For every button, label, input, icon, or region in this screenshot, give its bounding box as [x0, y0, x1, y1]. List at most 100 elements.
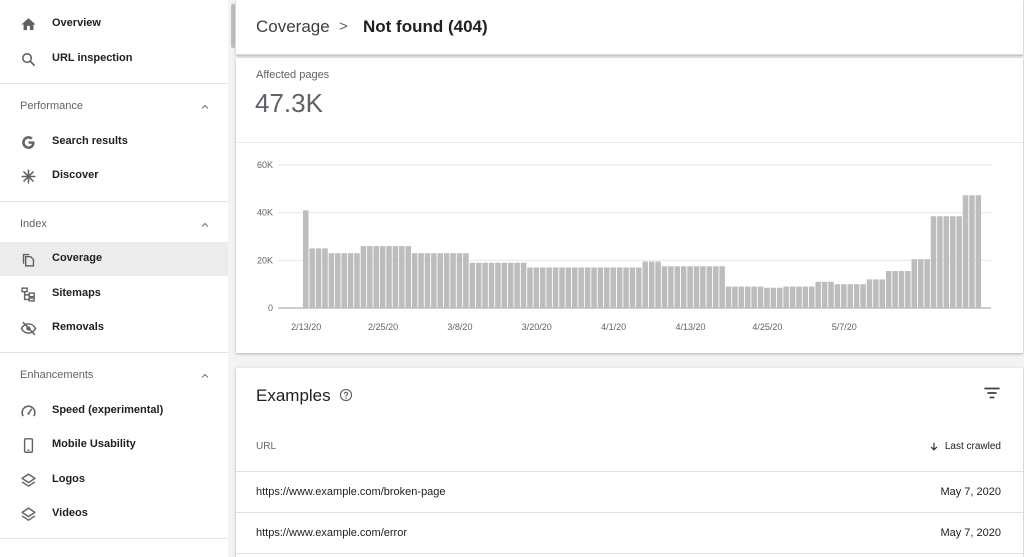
section-enhancements[interactable]: Enhancements	[0, 361, 228, 391]
bar	[879, 279, 886, 308]
asterisk-icon	[20, 168, 37, 185]
x-tick-label: 3/20/20	[522, 322, 552, 332]
bar	[847, 284, 853, 308]
section-index[interactable]: Index	[0, 210, 228, 240]
bar	[777, 287, 783, 308]
sidebar-item-label: Sitemaps	[52, 287, 101, 299]
bar	[815, 281, 821, 308]
bar	[969, 195, 975, 308]
bar	[335, 253, 341, 308]
bar	[597, 267, 604, 308]
bar	[924, 259, 930, 308]
phone-icon	[20, 437, 37, 454]
sidebar-item-logos[interactable]: Logos	[0, 463, 228, 497]
column-header-url[interactable]: URL	[256, 441, 277, 452]
bar	[828, 281, 834, 308]
bar	[475, 262, 482, 308]
sidebar-item-url-inspection[interactable]: URL inspection	[0, 42, 228, 76]
bar	[591, 267, 597, 308]
x-tick-label: 4/1/20	[601, 322, 626, 332]
bar	[533, 267, 540, 308]
affected-pages-label: Affected pages	[256, 69, 330, 81]
sidebar-item-label: Overview	[52, 17, 101, 29]
bar	[975, 195, 982, 308]
bar	[917, 259, 924, 308]
help-icon[interactable]	[339, 388, 353, 402]
bar	[507, 262, 514, 308]
row-divider	[236, 471, 1023, 472]
column-header-last-crawled[interactable]: Last crawled	[929, 441, 1001, 452]
bar	[604, 267, 610, 308]
x-tick-label: 5/7/20	[832, 322, 857, 332]
sidebar-item-label: Logos	[52, 473, 85, 485]
layers-icon	[20, 472, 37, 489]
page-title: Not found (404)	[363, 17, 488, 36]
chevron-up-icon	[201, 373, 209, 378]
sidebar-item-label: Search results	[52, 135, 128, 147]
bar	[738, 286, 745, 308]
section-title: Performance	[20, 100, 83, 112]
row-url: https://www.example.com/broken-page	[256, 486, 446, 498]
sidebar-item-removals[interactable]: Removals	[0, 311, 228, 345]
row-divider	[236, 512, 1023, 513]
sidebar-item-coverage[interactable]: Coverage	[0, 242, 228, 276]
bar	[623, 267, 629, 308]
bar	[322, 248, 328, 308]
sidebar-divider	[0, 83, 228, 84]
bar	[584, 267, 591, 308]
breadcrumb-coverage[interactable]: Coverage	[256, 17, 330, 36]
row-last-crawled: May 7, 2020	[940, 486, 1001, 498]
bar	[367, 246, 373, 308]
bar	[437, 253, 444, 308]
bar	[885, 271, 892, 308]
speedometer-icon	[20, 403, 37, 420]
sidebar-item-speed[interactable]: Speed (experimental)	[0, 394, 228, 428]
chart-divider	[236, 142, 1023, 143]
section-performance[interactable]: Performance	[0, 92, 228, 122]
sidebar-item-sitemaps[interactable]: Sitemaps	[0, 277, 228, 311]
sidebar-item-overview[interactable]: Overview	[0, 7, 228, 41]
bar	[424, 253, 431, 308]
sidebar-item-mobile-usability[interactable]: Mobile Usability	[0, 428, 228, 462]
row-url: https://www.example.com/error	[256, 527, 407, 539]
bar	[706, 266, 713, 308]
bar	[962, 195, 969, 308]
table-row[interactable]: https://www.example.com/broken-page May …	[236, 472, 1023, 512]
bar	[674, 266, 681, 308]
bar	[565, 267, 572, 308]
sidebar-item-search-results[interactable]: Search results	[0, 125, 228, 159]
bar	[693, 266, 700, 308]
sidebar-divider	[0, 201, 228, 202]
bar	[610, 267, 616, 308]
bar	[456, 253, 463, 308]
bar	[431, 253, 437, 308]
bar	[578, 267, 584, 308]
bar	[860, 284, 866, 308]
bar	[572, 267, 578, 308]
filter-icon[interactable]	[983, 384, 1001, 402]
sidebar-item-label: Videos	[52, 507, 88, 519]
sidebar-item-videos[interactable]: Videos	[0, 497, 228, 531]
bar	[341, 253, 347, 308]
sidebar-item-label: Mobile Usability	[52, 438, 136, 450]
bar	[700, 266, 706, 308]
y-tick-label: 0	[268, 303, 273, 313]
bar	[764, 287, 770, 308]
layers-icon	[20, 506, 37, 523]
bar	[392, 246, 399, 308]
bar	[616, 267, 623, 308]
bar	[930, 216, 937, 308]
table-row[interactable]: https://www.example.com/error May 7, 202…	[236, 513, 1023, 553]
bar	[443, 253, 450, 308]
bar	[309, 248, 315, 308]
bar	[892, 271, 898, 308]
copy-pages-icon	[20, 251, 37, 268]
bar	[937, 216, 943, 308]
bar	[482, 262, 488, 308]
bar	[841, 284, 847, 308]
affected-pages-value: 47.3K	[255, 88, 323, 118]
scrollbar-thumb[interactable]	[231, 4, 235, 48]
bar	[949, 216, 956, 308]
sidebar-item-discover[interactable]: Discover	[0, 159, 228, 193]
bar	[328, 253, 335, 308]
